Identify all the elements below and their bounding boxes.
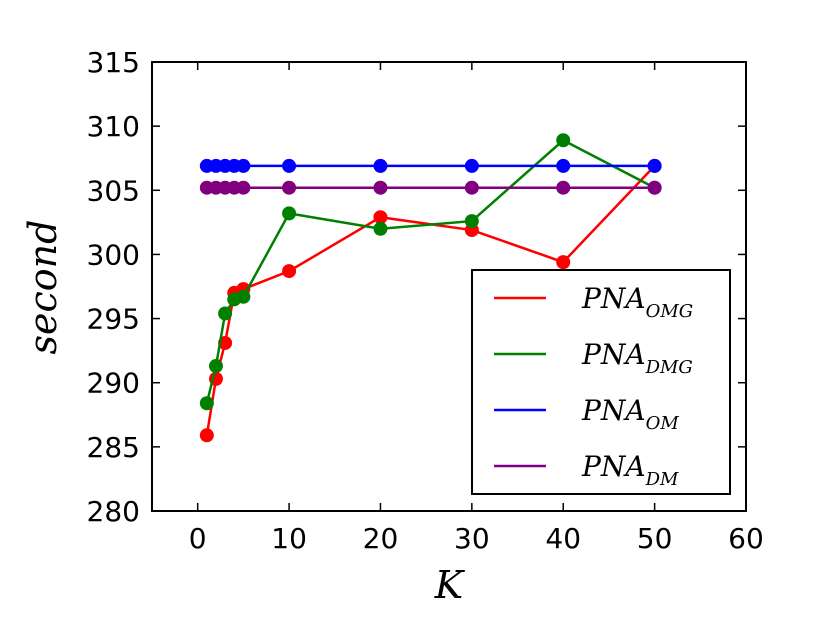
x-tick-label: 10 [271,522,307,555]
data-point-dmg [236,289,251,304]
data-point-om [464,158,479,173]
data-point-om [647,158,662,173]
data-point-omg [373,210,388,225]
data-point-dm [647,180,662,195]
y-tick-label: 310 [87,110,140,143]
x-tick-label: 0 [189,522,207,555]
y-tick-label: 305 [87,174,140,207]
y-tick-label: 300 [87,238,140,271]
data-point-dmg [199,396,214,411]
series-dmg [199,133,662,411]
y-tick-label: 295 [87,303,140,336]
x-tick-label: 60 [728,522,764,555]
series-line-dmg [205,138,656,404]
y-axis-label: second [21,220,65,355]
plot-frame [151,61,747,512]
series-dm [199,180,662,195]
data-point-dm [282,180,297,195]
x-axis-label: K [434,563,466,607]
data-point-dmg [282,206,297,221]
data-point-dm [236,180,251,195]
data-point-om [236,158,251,173]
data-point-dm [464,180,479,195]
y-tick-label: 315 [87,46,140,79]
data-point-omg [556,255,571,270]
data-point-dm [373,180,388,195]
data-point-dm [556,180,571,195]
series-om [199,158,662,173]
x-tick-label: 50 [637,522,673,555]
data-point-om [373,158,388,173]
x-tick-label: 40 [545,522,581,555]
data-point-om [282,158,297,173]
data-point-om [556,158,571,173]
ticks-layer: 0 10 20 30 40 50 60 280 285 290 295 300 305 310 315 [87,46,764,555]
data-point-dmg [556,133,571,148]
data-point-dmg [373,221,388,236]
legend-label-omg: PNAOMG [581,282,693,322]
legend-label-dmg: PNADMG [581,338,693,378]
legend-label-dm: PNADM [581,450,679,490]
y-tick-label: 285 [87,431,140,464]
x-tick-label: 20 [363,522,399,555]
y-tick-label: 290 [87,367,140,400]
series-layer [199,133,662,443]
data-point-omg [282,264,297,279]
legend: PNAOMG PNADMG PNAOM PNADM [471,269,731,495]
legend-label-om: PNAOM [581,394,679,434]
data-point-omg [199,428,214,443]
x-tick-label: 30 [454,522,490,555]
data-point-dmg [218,306,233,321]
legend-box [471,269,731,495]
data-point-dmg [208,359,223,374]
data-point-dmg [464,214,479,229]
y-tick-label: 280 [87,495,140,528]
